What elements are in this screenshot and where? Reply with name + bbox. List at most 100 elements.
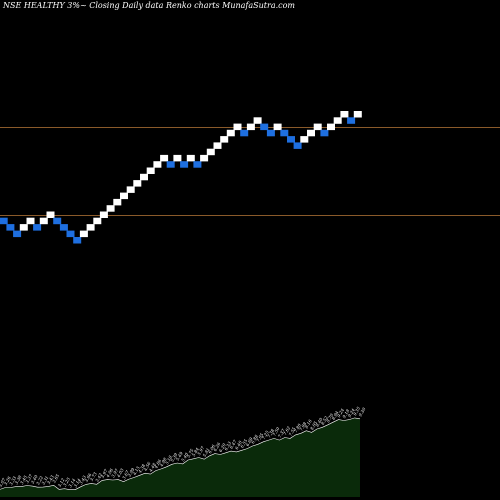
price-point-label: 3.65 xyxy=(51,473,60,484)
price-point-label: 9.24 xyxy=(336,407,345,418)
down-brick xyxy=(320,129,329,137)
down-brick xyxy=(347,117,356,124)
price-point-label: 3.40 xyxy=(30,474,39,485)
price-point-label: 3.43 xyxy=(46,474,55,485)
down-brick xyxy=(266,129,275,137)
up-brick xyxy=(186,154,195,162)
down-brick xyxy=(280,129,289,137)
price-point-label: 3.73 xyxy=(89,471,98,482)
down-brick xyxy=(59,224,68,231)
down-brick xyxy=(6,224,15,231)
price-point-label: 3.31 xyxy=(41,475,50,486)
price-point-label: 3.25 xyxy=(62,476,71,487)
price-point-label: 5.18 xyxy=(164,454,173,465)
up-brick xyxy=(106,205,115,212)
down-brick xyxy=(73,237,82,244)
price-point-label: 7.80 xyxy=(293,423,302,434)
up-brick xyxy=(153,161,162,168)
price-point-label: 3.26 xyxy=(3,475,12,486)
up-brick xyxy=(246,123,255,131)
price-point-label: 8.70 xyxy=(325,412,334,423)
up-brick xyxy=(213,142,222,149)
price-point-label: 8.05 xyxy=(309,420,318,431)
renko-bricks xyxy=(0,111,362,244)
price-point-label: 8.94 xyxy=(331,410,340,421)
price-point-label: 3.14 xyxy=(73,477,82,488)
price-point-label: 3.22 xyxy=(35,475,44,486)
up-brick xyxy=(313,123,322,131)
price-point-label: 6.06 xyxy=(207,443,216,454)
price-point-label: 4.48 xyxy=(147,462,157,474)
price-point-label: 9.18 xyxy=(341,408,350,419)
price-point-label: 9.24 xyxy=(347,407,356,418)
up-brick xyxy=(233,123,242,131)
price-point-label: 3.14 xyxy=(67,477,76,488)
price-point-label: 3.07 xyxy=(0,477,7,488)
up-brick xyxy=(120,192,128,200)
price-point-label: 7.38 xyxy=(266,428,275,439)
up-brick xyxy=(86,224,95,231)
price-point-label: 6.88 xyxy=(250,434,259,445)
price-point-label: 3.43 xyxy=(78,474,87,485)
down-brick xyxy=(66,230,75,238)
down-brick xyxy=(293,142,302,149)
price-point-label: 8.16 xyxy=(304,418,313,429)
price-area-labels: 3.073.263.333.383.453.373.403.223.313.43… xyxy=(0,406,367,489)
price-point-label: 4.86 xyxy=(153,458,163,470)
price-point-label: 5.40 xyxy=(180,452,189,463)
up-brick xyxy=(146,167,155,174)
price-point-label: 4.38 xyxy=(137,463,147,475)
price-area-fill xyxy=(0,417,360,497)
up-brick xyxy=(353,111,362,118)
up-brick xyxy=(126,186,135,193)
down-brick xyxy=(0,217,8,225)
down-brick xyxy=(193,161,202,168)
reference-levels xyxy=(0,127,500,216)
up-brick xyxy=(200,154,209,162)
down-brick xyxy=(166,161,175,168)
price-point-label: 7.55 xyxy=(288,426,297,437)
up-brick xyxy=(340,111,349,118)
up-brick xyxy=(93,217,102,225)
down-brick xyxy=(180,161,189,168)
price-point-label: 6.40 xyxy=(234,440,243,451)
price-point-label: 3.99 xyxy=(127,467,136,478)
price-point-label: 4.15 xyxy=(131,465,141,477)
up-brick xyxy=(19,224,28,231)
price-point-label: 9.30 xyxy=(358,406,367,417)
up-brick xyxy=(173,154,182,162)
up-brick xyxy=(26,217,35,225)
price-point-label: 3.97 xyxy=(110,468,119,479)
up-brick xyxy=(226,129,235,137)
price-point-label: 7.50 xyxy=(272,426,281,437)
price-point-label: 7.98 xyxy=(298,421,307,432)
price-point-label: 6.55 xyxy=(239,438,248,449)
down-brick xyxy=(240,129,249,137)
price-point-label: 8.52 xyxy=(320,415,329,426)
price-point-label: 6.69 xyxy=(245,436,254,447)
price-point-label: 7.62 xyxy=(282,425,291,436)
price-point-label: 5.81 xyxy=(202,447,211,458)
up-brick xyxy=(99,211,108,218)
price-point-label: 7.05 xyxy=(255,432,264,443)
price-point-label: 7.37 xyxy=(277,428,286,439)
down-brick xyxy=(33,224,42,231)
price-point-label: 6.26 xyxy=(212,441,221,452)
price-point-label: 8.40 xyxy=(315,417,324,428)
chart-title: NSE HEALTHY 3%~ Closing Daily data Renko… xyxy=(2,1,295,10)
price-point-label: 4.06 xyxy=(105,467,115,479)
price-point-label: 3.12 xyxy=(57,477,66,488)
up-brick xyxy=(133,180,142,187)
price-point-label: 5.97 xyxy=(196,445,205,456)
price-point-label: 5.84 xyxy=(191,446,200,457)
down-brick xyxy=(53,217,62,225)
price-area-line xyxy=(0,417,361,490)
price-point-label: 3.45 xyxy=(19,474,28,485)
price-point-label: 3.37 xyxy=(24,473,33,484)
down-brick xyxy=(13,230,22,238)
price-point-label: 3.67 xyxy=(121,469,130,480)
price-point-label: 4.98 xyxy=(158,457,168,469)
up-brick xyxy=(160,154,169,162)
price-point-label: 6.20 xyxy=(218,442,227,453)
